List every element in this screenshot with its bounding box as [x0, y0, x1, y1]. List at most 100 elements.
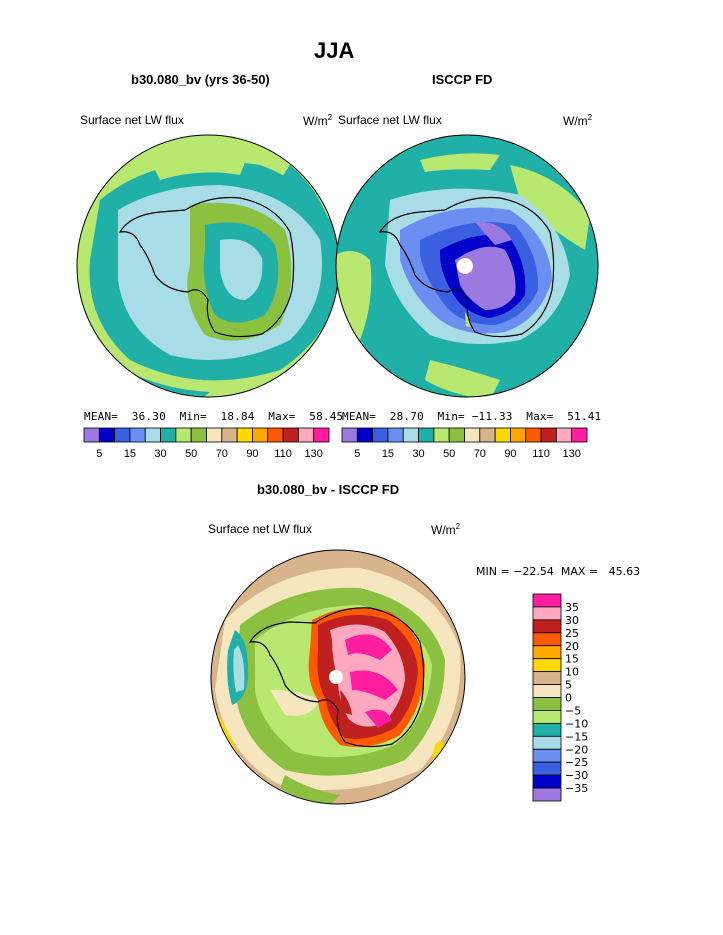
colorbar-1-swatch — [114, 427, 131, 443]
colorbar-1-tick-label: 15 — [124, 448, 136, 460]
colorbar-2-tick-label: 30 — [412, 448, 424, 460]
colorbar-3-swatch — [532, 697, 562, 711]
colorbar-1-tick-label: 50 — [185, 448, 197, 460]
panel-3-units: W/m2 — [431, 522, 461, 537]
colorbar-3-swatch — [532, 774, 562, 789]
panel-3-minmax: MIN = −22.54 MAX = 45.63 — [476, 565, 641, 578]
colorbar-2-swatch — [555, 427, 573, 443]
colorbar-2-swatch — [494, 427, 511, 443]
colorbar-1-swatch — [98, 427, 116, 443]
panel-1-stats: MEAN= 36.30 Min= 18.84 Max= 58.45 — [84, 410, 344, 423]
colorbar-3-swatch — [532, 645, 562, 660]
map-1-model — [77, 135, 339, 397]
map-2-border — [335, 134, 599, 398]
colorbar-1-swatch — [83, 427, 100, 443]
colorbar-3-swatch — [532, 748, 562, 763]
colorbar-2-tick-label: 130 — [563, 448, 581, 460]
colorbar-2-tick-label: 70 — [474, 448, 486, 460]
panel-1-units: W/m2 — [303, 113, 333, 128]
colorbar-3-swatch — [532, 684, 562, 698]
colorbar-3-tick-label: −30 — [565, 769, 588, 782]
colorbar-3-swatch — [532, 593, 562, 608]
colorbar-3-swatch — [532, 761, 562, 776]
colorbar-2-swatch — [341, 427, 358, 443]
colorbar-3-tick-label: −15 — [565, 730, 588, 743]
colorbar-2-swatch — [387, 427, 404, 443]
colorbar-2-tick-label: 15 — [382, 448, 394, 460]
colorbar-3-tick-label: 35 — [565, 601, 579, 614]
colorbar-1-swatch — [313, 427, 330, 443]
colorbar-3-swatch — [532, 671, 562, 685]
colorbar-3-tick-label: −10 — [565, 717, 588, 730]
map-3-border — [210, 549, 466, 805]
panel-2-units: W/m2 — [563, 113, 593, 128]
colorbar-3-tick-label: −25 — [565, 756, 588, 769]
colorbar-2-swatch — [433, 427, 450, 443]
figure-title: JJA — [314, 38, 355, 63]
colorbar-1-swatch — [160, 427, 177, 443]
colorbar-2: 5 15 30 50 70 90 110 130 — [341, 427, 588, 460]
colorbar-1-swatch — [297, 427, 315, 443]
colorbar-1-tick-label: 110 — [274, 448, 292, 460]
map-3-difference — [211, 550, 465, 804]
map-2-isccp — [336, 135, 598, 397]
colorbar-3-tick-label: 0 — [565, 692, 572, 705]
colorbar-3-swatch — [532, 619, 562, 634]
colorbar-3-tick-label: 15 — [565, 653, 579, 666]
colorbar-1-swatch — [236, 427, 253, 443]
colorbar-3-tick-label: −35 — [565, 782, 588, 795]
colorbar-2-swatch — [402, 427, 419, 443]
colorbar-2-swatch — [525, 427, 542, 443]
map-2-pole-hole — [457, 258, 473, 274]
colorbar-2-swatch — [540, 427, 557, 443]
colorbar-2-swatch — [356, 427, 374, 443]
colorbar-2-swatch — [479, 427, 496, 443]
colorbar-3-swatch — [532, 787, 562, 802]
colorbar-2-swatch — [448, 427, 465, 443]
colorbar-3-swatch — [532, 735, 562, 750]
colorbar-2-tick-label: 110 — [532, 448, 550, 460]
colorbar-2-tick-label: 90 — [504, 448, 516, 460]
map-3-pole-hole — [329, 670, 343, 684]
panel-3-variable-label: Surface net LW flux — [208, 522, 312, 536]
panel-1-title: b30.080_bv (yrs 36-50) — [131, 72, 270, 87]
colorbar-3-tick-label: −20 — [565, 743, 588, 756]
colorbar-1-tick-label: 130 — [305, 448, 323, 460]
colorbar-1-swatch — [282, 427, 299, 443]
colorbar-3-swatch — [532, 710, 562, 724]
colorbar-1: 5 15 30 50 70 90 110 130 — [83, 427, 330, 460]
panel-2-title: ISCCP FD — [432, 72, 493, 87]
colorbar-3-tick-label: 10 — [565, 666, 579, 679]
colorbar-1-swatch — [206, 427, 223, 443]
colorbar-2-swatch — [464, 427, 481, 443]
colorbar-2-swatch — [510, 427, 527, 443]
panel-2-variable-label: Surface net LW flux — [338, 113, 442, 127]
panel-2-stats: MEAN= 28.70 Min= −11.33 Max= 51.41 — [342, 410, 602, 423]
colorbar-1-swatch — [267, 427, 284, 443]
colorbar-3-tick-label: 25 — [565, 627, 579, 640]
colorbar-1-swatch — [129, 427, 146, 443]
colorbar-3-tick-label: 5 — [565, 679, 572, 692]
colorbar-1-swatch — [221, 427, 238, 443]
colorbar-1-swatch — [190, 427, 207, 443]
colorbar-3-swatch — [532, 606, 562, 621]
colorbar-3-swatch — [532, 722, 562, 737]
colorbar-1-swatch — [144, 427, 161, 443]
colorbar-2-swatch — [418, 427, 435, 443]
colorbar-2-tick-label: 5 — [354, 448, 360, 460]
colorbar-1-tick-label: 30 — [154, 448, 166, 460]
colorbar-2-swatch — [372, 427, 389, 443]
colorbar-1-swatch — [252, 427, 269, 443]
colorbar-1-tick-label: 5 — [96, 448, 102, 460]
colorbar-3-tick-label: 20 — [565, 640, 579, 653]
colorbar-3-tick-label: 30 — [565, 614, 579, 627]
colorbar-2-tick-label: 50 — [443, 448, 455, 460]
colorbar-2-swatch — [571, 427, 588, 443]
colorbar-1-tick-label: 90 — [246, 448, 258, 460]
colorbar-3-tick-label: −5 — [565, 704, 581, 717]
colorbar-1-tick-label: 70 — [216, 448, 228, 460]
colorbar-3-swatch — [532, 658, 562, 673]
panel-1-variable-label: Surface net LW flux — [80, 113, 184, 127]
